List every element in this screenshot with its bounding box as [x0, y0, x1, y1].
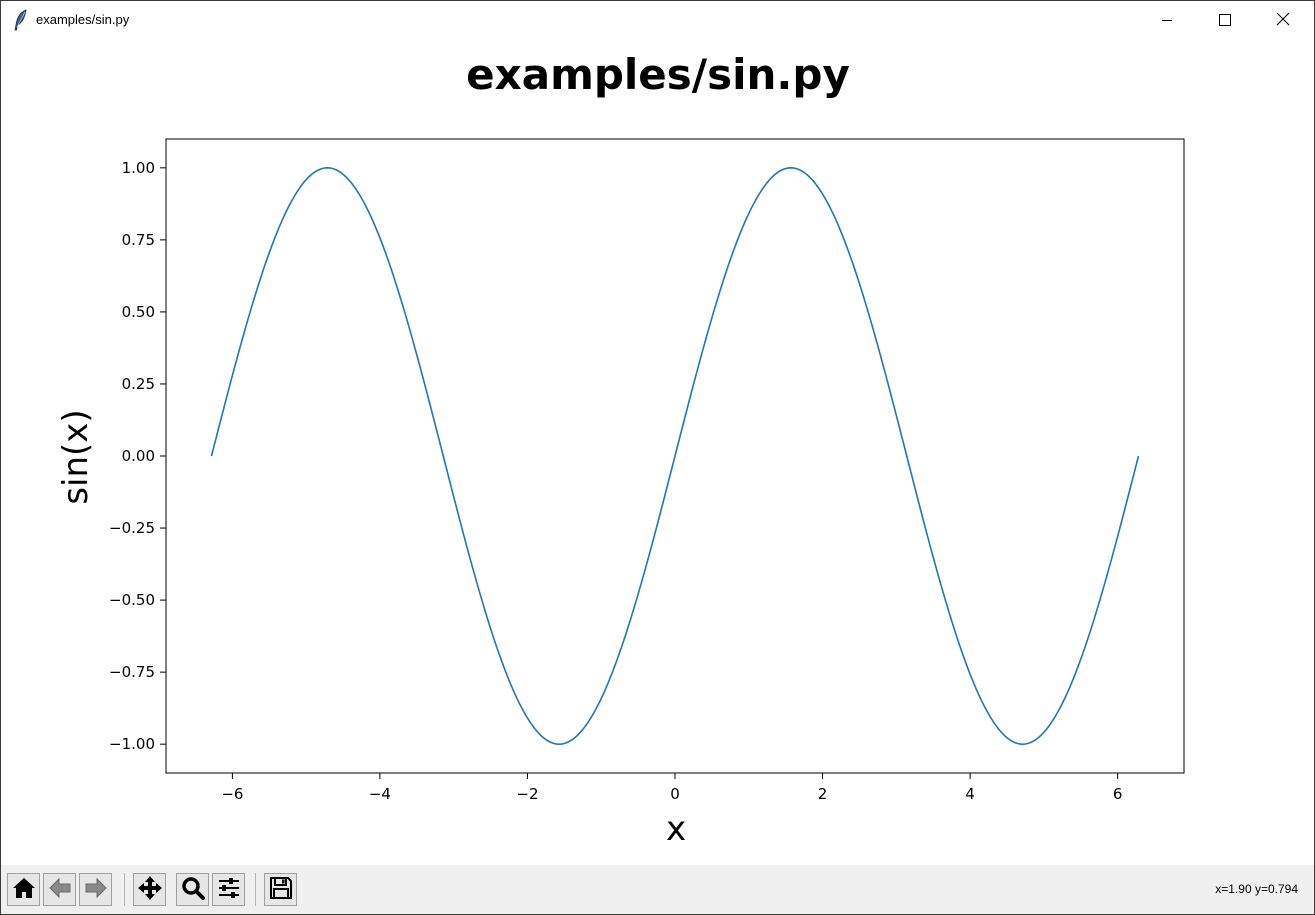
back-icon — [47, 875, 73, 905]
y-tick-label: 0.00 — [122, 447, 155, 465]
forward-button[interactable] — [79, 873, 112, 906]
axes-frame — [165, 138, 1185, 774]
chart-title: examples/sin.py — [466, 50, 850, 99]
home-icon — [11, 875, 37, 905]
window-title: examples/sin.py — [36, 12, 130, 27]
feather-icon — [13, 9, 29, 31]
toolbar-separator — [124, 873, 125, 906]
figure-canvas[interactable]: examples/sin.py x sin(x) −6 −4 −2 0 2 4 6 1.00 0… — [1, 39, 1314, 865]
sine-chart[interactable]: examples/sin.py x sin(x) −6 −4 −2 0 2 4 6 1.00 0… — [1, 39, 1314, 865]
maximize-icon — [1219, 11, 1231, 30]
x-tick-label: −2 — [516, 785, 538, 803]
y-tick-label: −0.75 — [109, 663, 155, 681]
minimize-icon — [1161, 11, 1173, 30]
save-button[interactable] — [264, 873, 297, 906]
title-bar[interactable]: examples/sin.py — [1, 1, 1314, 39]
x-axis-label: x — [666, 809, 686, 849]
y-tick-label: −0.50 — [109, 591, 155, 609]
pan-button[interactable] — [133, 873, 166, 906]
configure-subplots-icon — [216, 875, 242, 905]
y-tick-label: −0.25 — [109, 519, 155, 537]
zoom-button[interactable] — [176, 873, 209, 906]
cursor-coordinates: x=1.90 y=0.794 — [1215, 882, 1298, 896]
minimize-button[interactable] — [1144, 1, 1190, 39]
toolbar-separator — [255, 873, 256, 906]
y-axis-label: sin(x) — [56, 409, 96, 504]
save-icon — [268, 875, 294, 905]
series-layer — [210, 167, 1140, 745]
axis-ticks: −6 −4 −2 0 2 4 6 1.00 0.75 0.50 0.25 0.00 −0.25 −0.50… — [109, 159, 1122, 803]
forward-icon — [83, 875, 109, 905]
back-button[interactable] — [43, 873, 76, 906]
close-icon — [1276, 11, 1290, 30]
y-tick-label: −1.00 — [109, 735, 155, 753]
x-tick-label: 2 — [818, 785, 828, 803]
x-tick-label: −4 — [369, 785, 391, 803]
y-tick-label: 0.50 — [122, 303, 155, 321]
sine-series-line — [210, 167, 1140, 745]
y-tick-label: 0.75 — [122, 231, 155, 249]
configure-subplots-button[interactable] — [212, 873, 245, 906]
close-button[interactable] — [1260, 1, 1306, 39]
y-tick-label: 1.00 — [122, 159, 155, 177]
home-button[interactable] — [7, 873, 40, 906]
zoom-icon — [180, 875, 206, 905]
maximize-button[interactable] — [1202, 1, 1248, 39]
navigation-toolbar: x=1.90 y=0.794 — [1, 865, 1314, 914]
x-tick-label: 4 — [965, 785, 975, 803]
x-tick-label: 6 — [1113, 785, 1123, 803]
y-tick-label: 0.25 — [122, 375, 155, 393]
pan-icon — [137, 875, 163, 905]
x-tick-label: 0 — [670, 785, 680, 803]
x-tick-label: −6 — [221, 785, 243, 803]
